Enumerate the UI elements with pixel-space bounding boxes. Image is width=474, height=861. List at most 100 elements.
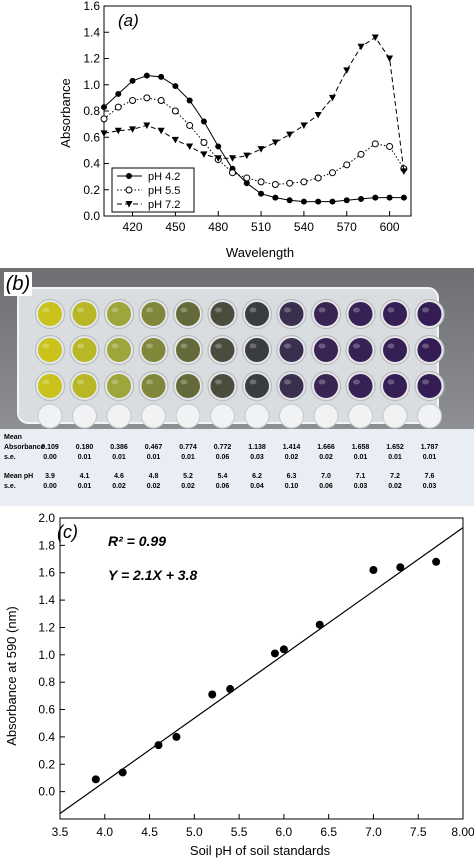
well-solution (348, 302, 373, 326)
table-cell: 0.109 (41, 444, 59, 451)
well-solution (107, 338, 131, 362)
y-tick-label: 1.8 (38, 538, 55, 552)
microplate-photo: (b) (0, 268, 474, 429)
well-highlight (146, 307, 153, 313)
table-cell: 6.2 (252, 473, 262, 480)
legend: pH 4.2 pH 5.5 pH 7.2 (111, 167, 195, 213)
table-row: Mean pH 3.9 4.1 4.6 4.8 5.2 5.4 6.2 6.3 7.0 7.1 7.2… (0, 472, 474, 482)
well-highlight (387, 343, 395, 349)
row-label: Mean pH (4, 473, 34, 480)
data-point (229, 155, 237, 162)
data-point (115, 90, 122, 97)
data-point (200, 118, 207, 125)
well-solution (210, 338, 235, 362)
x-tick-label: 7.0 (365, 825, 382, 839)
table-cell: 0.386 (110, 444, 128, 451)
data-point (214, 155, 222, 162)
panel-c-xlabel: Soil pH of soil standards (190, 843, 331, 858)
data-point (143, 94, 151, 102)
table-cell: 7.1 (355, 473, 366, 480)
y-tick-label: 1.0 (38, 648, 55, 662)
empty-well (175, 403, 201, 429)
plot-frame (59, 517, 464, 820)
data-point (243, 152, 251, 160)
data-point (143, 72, 150, 79)
well-solution (279, 302, 304, 326)
well-highlight (353, 307, 360, 313)
well-highlight (42, 307, 50, 313)
well-solution (245, 302, 269, 326)
table-cell: 0.00 (43, 454, 57, 461)
data-point (171, 136, 179, 144)
microplate-image (0, 268, 474, 429)
well-solution (38, 374, 62, 398)
y-tick-label: 0.0 (83, 209, 100, 223)
table-cell: 1.138 (248, 444, 266, 451)
well-solution (245, 374, 269, 398)
table-cell: 0.01 (77, 483, 92, 490)
well-solution (314, 302, 338, 326)
table-cell: 0.180 (75, 444, 94, 451)
well-solution (141, 302, 166, 326)
table-cell: 5.2 (183, 473, 193, 480)
well-highlight (146, 379, 153, 385)
data-point (300, 122, 308, 129)
table-cell: 5.4 (217, 473, 228, 480)
table-cell: 6.3 (286, 473, 297, 480)
y-tick-label: 0.2 (83, 183, 100, 197)
table-cell: 0.02 (284, 454, 299, 461)
well-highlight (249, 307, 257, 313)
data-point (208, 690, 217, 699)
legend-label: pH 7.2 (148, 199, 180, 211)
empty-well (210, 403, 235, 429)
data-point (432, 557, 441, 566)
well-solution (141, 374, 166, 398)
well-highlight (284, 379, 291, 385)
y-tick-label: 0.4 (83, 157, 100, 171)
well-highlight (180, 307, 188, 313)
data-point (271, 181, 279, 188)
data-point (286, 131, 294, 139)
data-point (329, 198, 336, 205)
x-tick-label: 8.00 (451, 825, 474, 839)
data-point (343, 67, 351, 74)
well-solution (417, 374, 442, 398)
well-solution (383, 302, 407, 326)
series-line-3 (103, 36, 405, 172)
table-cell: 0.06 (319, 483, 333, 490)
well-highlight (353, 379, 360, 385)
table-cell: 0.01 (353, 454, 368, 461)
x-tick-label: 5.5 (231, 825, 248, 839)
data-point (226, 685, 235, 694)
data-point (328, 94, 336, 102)
data-point (372, 194, 379, 201)
data-point (343, 197, 350, 204)
table-cell: 4.1 (79, 473, 90, 480)
well-solution (210, 302, 235, 326)
data-point (118, 768, 127, 777)
well-solution (348, 338, 373, 362)
well-solution (141, 338, 166, 362)
well-solution (314, 338, 338, 362)
data-point (300, 198, 307, 205)
data-point (315, 198, 322, 205)
data-point (172, 732, 181, 741)
table-cell: 1.652 (386, 444, 404, 451)
well-highlight (422, 379, 429, 385)
table-cell: 0.03 (422, 483, 437, 490)
y-tick-label: 0.4 (38, 730, 55, 744)
well-solution (176, 374, 200, 398)
data-point (286, 179, 294, 187)
y-tick-label: 0.6 (83, 130, 100, 144)
data-point (371, 140, 379, 148)
data-point (101, 104, 107, 111)
panel-a-label: (a) (118, 11, 139, 30)
well-solution (38, 302, 62, 326)
well-highlight (215, 343, 222, 349)
table-cell: 0.02 (388, 483, 402, 490)
x-tick-label: 3.5 (52, 825, 69, 839)
well-highlight (284, 343, 291, 349)
data-point (114, 103, 122, 111)
table-cell: 0.774 (179, 444, 197, 451)
data-point (386, 142, 394, 150)
